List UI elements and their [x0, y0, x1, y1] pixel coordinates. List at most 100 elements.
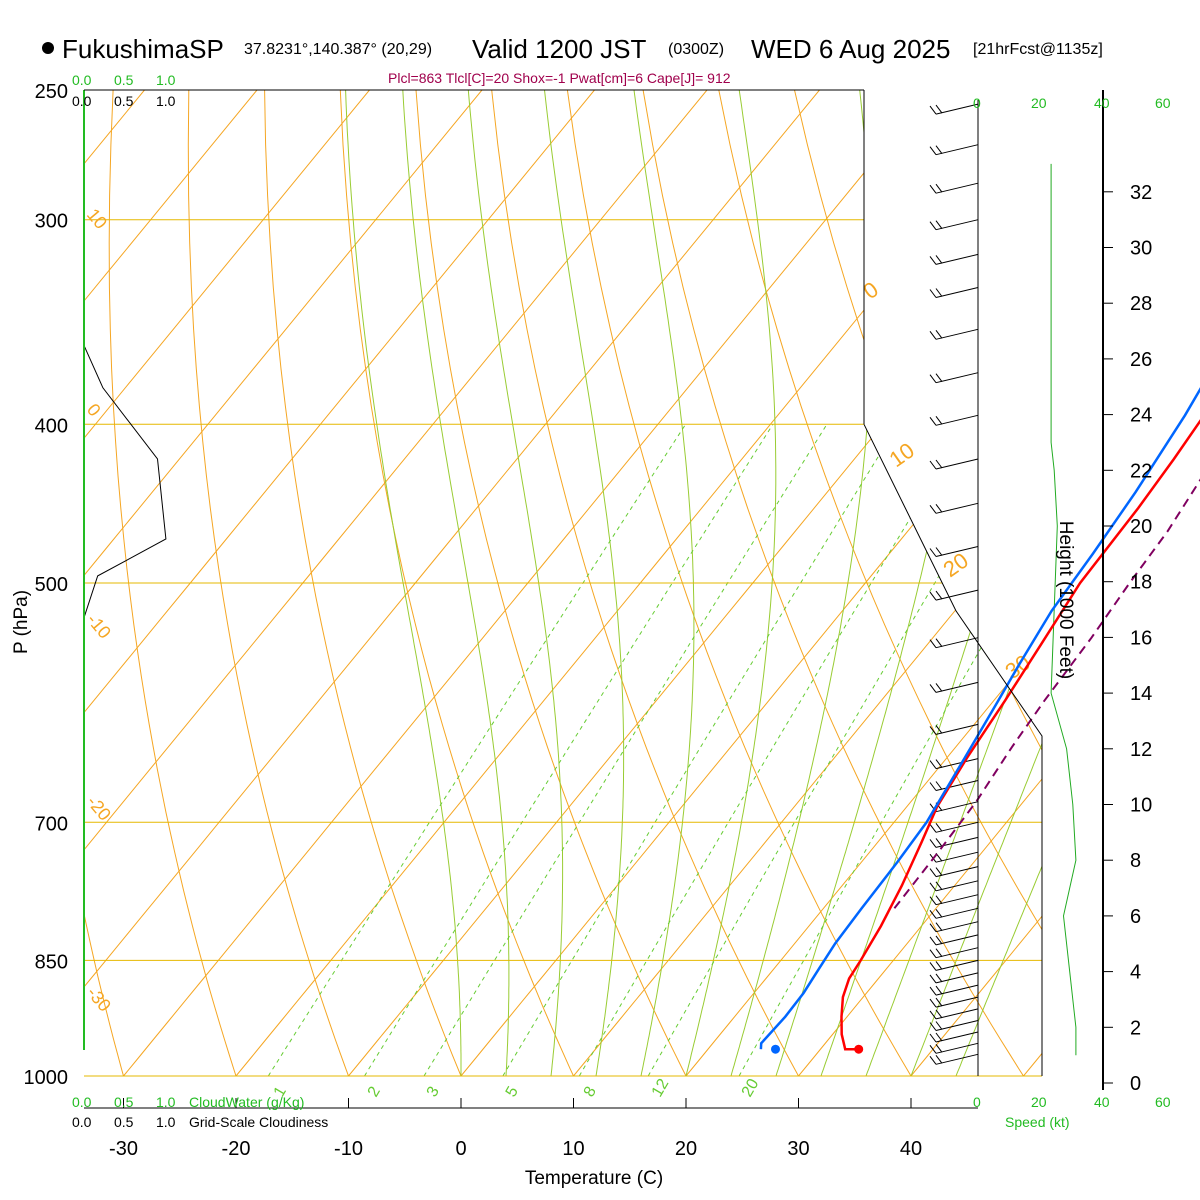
wind-barb-staff — [935, 414, 979, 426]
mixing-ratio-label: 2 — [365, 1084, 384, 1100]
wind-barb-flag — [935, 373, 943, 383]
dry-adiabat-line — [108, 90, 248, 1076]
wind-barb-flag — [929, 460, 937, 470]
wind-barb-flag — [929, 684, 937, 693]
moist-adiabat-line — [865, 90, 1042, 1076]
height-tick-label: 2 — [1130, 1017, 1141, 1039]
wind-barb-flag — [935, 415, 943, 425]
moist-adiabat-line — [633, 90, 695, 1076]
dry-adiabat-line — [84, 90, 134, 1076]
wind-barb-staff — [935, 182, 979, 194]
surface-temperature-point — [854, 1044, 864, 1054]
wind-barb-flag — [935, 547, 943, 556]
moist-adiabat-line — [345, 90, 462, 1076]
wind-barb-flag — [929, 998, 937, 1008]
wind-barb-flag — [929, 923, 937, 933]
isotherm-line — [573, 90, 1042, 1076]
moist-adiabat-line — [910, 90, 1042, 1076]
wind-barb — [929, 894, 979, 906]
isotherm-line — [1023, 90, 1042, 1076]
height-tick-label: 12 — [1130, 739, 1152, 761]
wind-barb-staff — [935, 372, 979, 384]
x-tick-label: 0 — [455, 1138, 466, 1160]
height-axis-title: Height (1000 Feet) — [1055, 521, 1076, 679]
wind-barb-staff — [935, 458, 979, 470]
wind-barb-flag — [935, 781, 943, 790]
pressure-label: 400 — [35, 415, 68, 437]
wind-barb-staff — [935, 1008, 979, 1020]
wind-barb-flag — [935, 759, 943, 768]
dry-adiabat-line — [566, 90, 933, 1076]
mixing-ratio-line — [578, 424, 968, 1076]
height-tick-label: 26 — [1130, 349, 1152, 371]
wind-barb — [929, 921, 979, 933]
station-marker-icon — [42, 42, 54, 54]
wind-barb-flag — [929, 782, 937, 791]
speed-scale-top-3: 60 — [1155, 95, 1171, 111]
wind-barb-flag — [929, 374, 937, 384]
wind-barb-flag — [935, 1055, 943, 1064]
mixing-ratio-line — [364, 424, 774, 1076]
height-tick-label: 14 — [1130, 683, 1152, 705]
wind-barb-flag — [935, 961, 943, 970]
wind-barb-flag — [929, 105, 937, 115]
wind-barb — [929, 502, 979, 514]
wind-barb — [929, 253, 979, 265]
dry-adiabat-line — [1021, 90, 1042, 1076]
speed-scale-bottom-0: 0 — [973, 1094, 981, 1110]
y-axis-title: P (hPa) — [11, 590, 32, 654]
cloud-water-profile-line — [83, 345, 167, 618]
wind-barb-flag — [929, 289, 937, 298]
wind-barb-staff — [935, 959, 979, 971]
cloud-scale-bottom-green-2: 1.0 — [156, 1094, 176, 1110]
station-name: FukushimaSP — [62, 34, 224, 64]
pressure-label: 300 — [35, 211, 68, 233]
wind-barb — [929, 637, 979, 649]
wind-barb-staff — [935, 103, 979, 115]
height-tick-label: 22 — [1130, 460, 1152, 482]
wind-barb-staff — [935, 328, 979, 340]
wind-barb-staff — [935, 780, 979, 791]
wind-barb — [929, 866, 979, 878]
wind-barb — [929, 996, 979, 1008]
wind-barb — [929, 144, 979, 156]
wind-speed-profile-line — [1050, 163, 1077, 1056]
adiabat-right-label: 0 — [859, 277, 883, 305]
wind-barb-flag — [935, 908, 943, 918]
wind-barb-staff — [935, 637, 979, 649]
x-tick-label: 20 — [675, 1138, 697, 1160]
wind-barb-staff — [935, 144, 979, 156]
wind-barb-staff — [935, 546, 979, 557]
wind-barb — [929, 780, 979, 791]
wind-barb — [929, 851, 979, 863]
moist-adiabat-line — [544, 90, 625, 1076]
wind-barb — [929, 372, 979, 384]
wind-barb-flag — [929, 986, 937, 996]
wind-barb — [929, 328, 979, 340]
pressure-label: 250 — [35, 81, 68, 103]
height-tick-label: 30 — [1130, 238, 1152, 260]
wind-barb — [929, 880, 979, 892]
wind-barb-flag — [935, 725, 943, 734]
wind-barb-staff — [935, 1020, 979, 1031]
wind-barb-staff — [935, 219, 979, 231]
wind-barb-staff — [935, 866, 979, 878]
mixing-ratio-label: 20 — [739, 1076, 763, 1100]
wind-barb-flag — [929, 256, 937, 265]
speed-scale-top-0: 0 — [973, 95, 981, 111]
wind-barb-staff — [935, 996, 979, 1008]
wind-barb-flag — [929, 1033, 937, 1043]
height-tick-label: 4 — [1130, 962, 1141, 984]
wind-barb-staff — [935, 821, 979, 833]
x-tick-label: 30 — [787, 1138, 809, 1160]
mixing-ratio-label: 12 — [649, 1076, 673, 1100]
dry-adiabat-line — [1173, 90, 1200, 1111]
wind-barb-flag — [935, 838, 943, 847]
moist-adiabat-line — [685, 90, 777, 1076]
wind-barb-flag — [929, 823, 937, 833]
moist-adiabat-line — [820, 90, 1042, 1076]
cloud-scale-bottom-green-1: 0.5 — [114, 1094, 134, 1110]
height-tick-label: 6 — [1130, 906, 1141, 928]
wind-barb-staff — [935, 907, 979, 919]
height-tick-label: 16 — [1130, 627, 1152, 649]
